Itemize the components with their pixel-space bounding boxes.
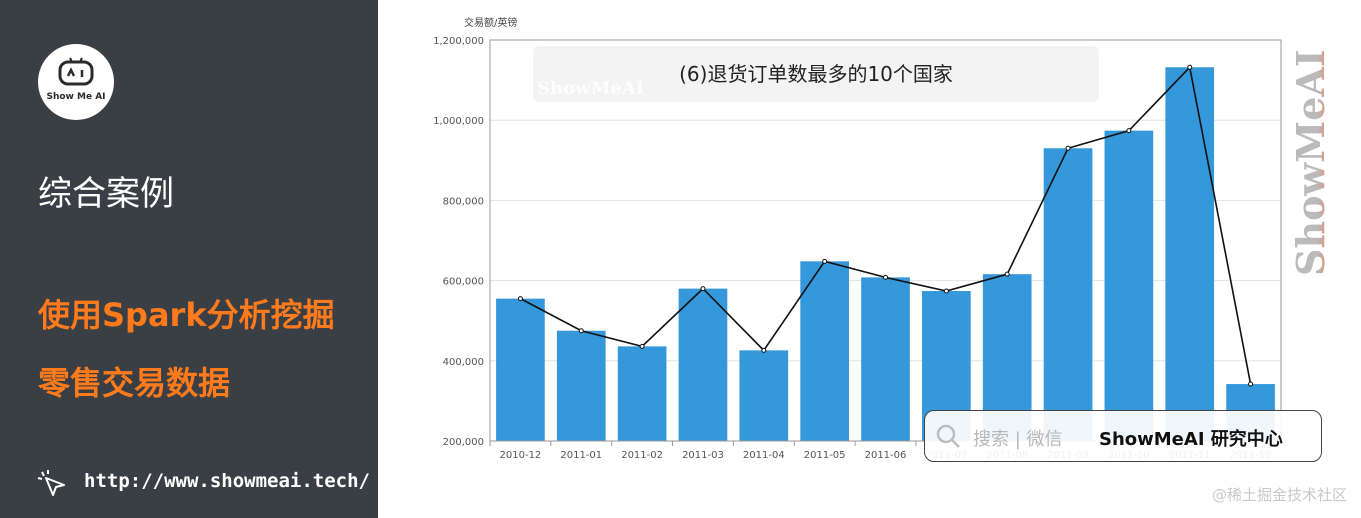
- cursor-click-icon: [37, 470, 65, 496]
- bar: [1165, 67, 1215, 441]
- line-point: [1248, 381, 1254, 387]
- bar: [1043, 148, 1093, 441]
- subtitle-line-1: 使用Spark分析挖掘: [38, 296, 335, 334]
- sidebar: Show Me AI 综合案例 使用Spark分析挖掘 零售交易数据 http:…: [0, 0, 378, 518]
- line-point: [1187, 64, 1193, 70]
- plot-frame: [489, 39, 1282, 442]
- y-axis-label: 交易额/英镑: [464, 16, 517, 29]
- search-label: 搜索 | 微信: [973, 429, 1063, 450]
- y-tick-label: 400,000: [443, 357, 484, 368]
- line-point: [1004, 271, 1010, 277]
- side-watermark-text: ShowMeAI: [1288, 49, 1333, 276]
- wechat-search-box[interactable]: 搜索 | 微信 ShowMeAI 研究中心: [924, 410, 1322, 462]
- y-tick-label: 800,000: [443, 196, 484, 207]
- line-point: [1065, 145, 1071, 151]
- title-watermark: ShowMeAI: [537, 78, 645, 99]
- bars: [496, 67, 1275, 441]
- y-tick-label: 1,000,000: [433, 116, 484, 127]
- search-icon: [936, 424, 960, 448]
- website-link[interactable]: http://www.showmeai.tech/: [84, 470, 370, 492]
- chart-title-box: ShowMeAI (6)退货订单数最多的10个国家: [533, 46, 1099, 102]
- y-tick-label: 200,000: [443, 437, 484, 448]
- search-brand: ShowMeAI 研究中心: [1099, 429, 1283, 450]
- x-tick-label: 2011-01: [560, 450, 602, 461]
- logo-text: Show Me AI: [46, 92, 106, 102]
- section-title: 综合案例: [38, 174, 174, 214]
- x-tick-label: 2011-03: [682, 450, 724, 461]
- side-watermark: ShowMeAI: [1288, 49, 1333, 276]
- x-tick-label: 2010-12: [500, 450, 542, 461]
- line-point: [883, 274, 888, 280]
- bar: [556, 330, 606, 441]
- line-point: [943, 288, 949, 294]
- x-tick-label: 2011-06: [865, 450, 907, 461]
- chart: 200,000 400,000 600,000 800,000 1,000,000 1,2…: [433, 16, 1282, 461]
- x-tick-label: 2011-05: [804, 450, 846, 461]
- bar: [678, 288, 728, 441]
- subtitle-line-2: 零售交易数据: [38, 364, 231, 402]
- line-point: [517, 296, 523, 302]
- y-tick-label: 1,200,000: [433, 36, 484, 47]
- y-tick-label: 600,000: [443, 277, 484, 288]
- chart-title: (6)退货订单数最多的10个国家: [679, 62, 953, 86]
- x-tick-label: 2011-04: [743, 450, 785, 461]
- line-point: [700, 286, 706, 292]
- x-tick-label: 2011-02: [621, 450, 663, 461]
- bar: [861, 277, 910, 441]
- bar: [739, 350, 789, 441]
- line-point: [822, 258, 828, 264]
- line-point: [761, 347, 767, 353]
- footer-credit: @稀土掘金技术社区: [1211, 486, 1347, 504]
- bar: [800, 261, 849, 441]
- line-point: [1126, 128, 1132, 134]
- showmeai-logo[interactable]: Show Me AI: [38, 44, 114, 120]
- trend-line: [517, 64, 1254, 387]
- line-point: [578, 328, 584, 334]
- robot-face-icon: [58, 57, 94, 86]
- bar: [617, 346, 667, 441]
- bar: [1104, 130, 1154, 441]
- line-point: [639, 343, 645, 349]
- bar: [496, 298, 545, 441]
